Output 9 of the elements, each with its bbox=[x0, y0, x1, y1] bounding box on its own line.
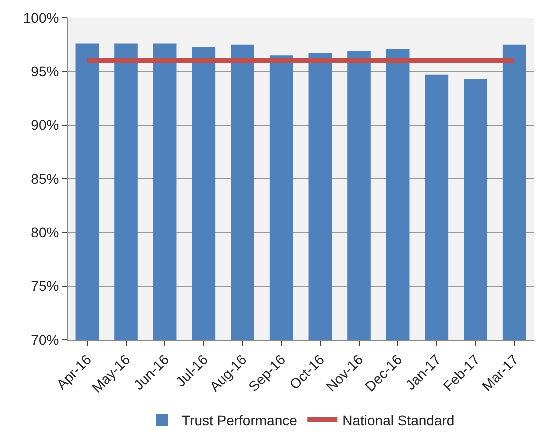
y-tick-label: 100% bbox=[23, 10, 60, 26]
legend-label: National Standard bbox=[342, 412, 455, 428]
y-tick-label: 70% bbox=[31, 332, 60, 348]
y-tick-label: 85% bbox=[31, 170, 60, 187]
y-tick-label: 80% bbox=[31, 224, 60, 241]
y-tick-label: 95% bbox=[31, 64, 60, 80]
y-tick-label: 75% bbox=[31, 278, 60, 294]
y-tick-label: 90% bbox=[31, 117, 60, 134]
legend-label: Trust Performance bbox=[182, 412, 298, 428]
